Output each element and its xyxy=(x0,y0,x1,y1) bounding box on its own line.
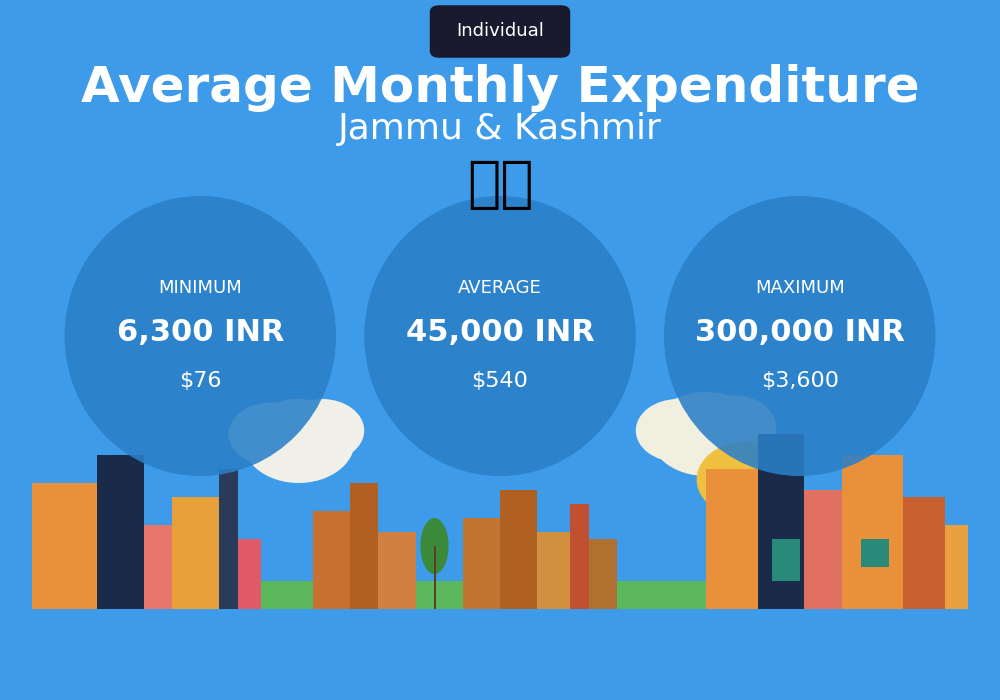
Bar xyxy=(758,434,804,609)
Bar xyxy=(570,504,589,609)
Ellipse shape xyxy=(280,399,364,462)
Bar xyxy=(32,483,97,609)
Text: MAXIMUM: MAXIMUM xyxy=(755,279,845,298)
Ellipse shape xyxy=(364,196,636,476)
Bar xyxy=(219,469,238,609)
Text: $76: $76 xyxy=(179,372,222,391)
Bar xyxy=(500,490,537,609)
Ellipse shape xyxy=(420,518,448,574)
Text: 45,000 INR: 45,000 INR xyxy=(406,318,594,347)
Ellipse shape xyxy=(242,399,355,483)
Bar xyxy=(32,581,968,609)
Bar xyxy=(589,539,617,609)
FancyBboxPatch shape xyxy=(430,5,570,58)
Ellipse shape xyxy=(697,441,800,518)
Text: 🇮🇳: 🇮🇳 xyxy=(467,158,533,213)
Bar xyxy=(842,455,903,609)
Text: 6,300 INR: 6,300 INR xyxy=(117,318,284,347)
Bar xyxy=(434,546,436,609)
Ellipse shape xyxy=(692,395,776,458)
Ellipse shape xyxy=(664,196,935,476)
Text: $540: $540 xyxy=(472,372,528,391)
Bar xyxy=(804,490,842,609)
Ellipse shape xyxy=(636,399,720,462)
Bar xyxy=(238,539,261,609)
Bar xyxy=(172,497,219,609)
Bar xyxy=(706,469,758,609)
Bar xyxy=(378,532,416,609)
Bar xyxy=(537,532,570,609)
Text: AVERAGE: AVERAGE xyxy=(458,279,542,298)
Text: $3,600: $3,600 xyxy=(761,372,839,391)
Bar xyxy=(463,518,500,609)
Ellipse shape xyxy=(228,402,313,466)
Text: MINIMUM: MINIMUM xyxy=(158,279,242,298)
Bar xyxy=(350,483,378,609)
Text: Average Monthly Expenditure: Average Monthly Expenditure xyxy=(81,64,919,111)
Bar xyxy=(945,525,968,609)
Ellipse shape xyxy=(65,196,336,476)
Bar xyxy=(903,497,945,609)
Bar xyxy=(861,539,889,567)
Bar xyxy=(144,525,172,609)
Text: 300,000 INR: 300,000 INR xyxy=(695,318,905,347)
Text: Individual: Individual xyxy=(456,22,544,41)
Bar xyxy=(772,539,800,581)
Bar xyxy=(313,511,350,609)
Bar xyxy=(97,455,144,609)
Text: Jammu & Kashmir: Jammu & Kashmir xyxy=(338,113,662,146)
Ellipse shape xyxy=(650,392,762,476)
